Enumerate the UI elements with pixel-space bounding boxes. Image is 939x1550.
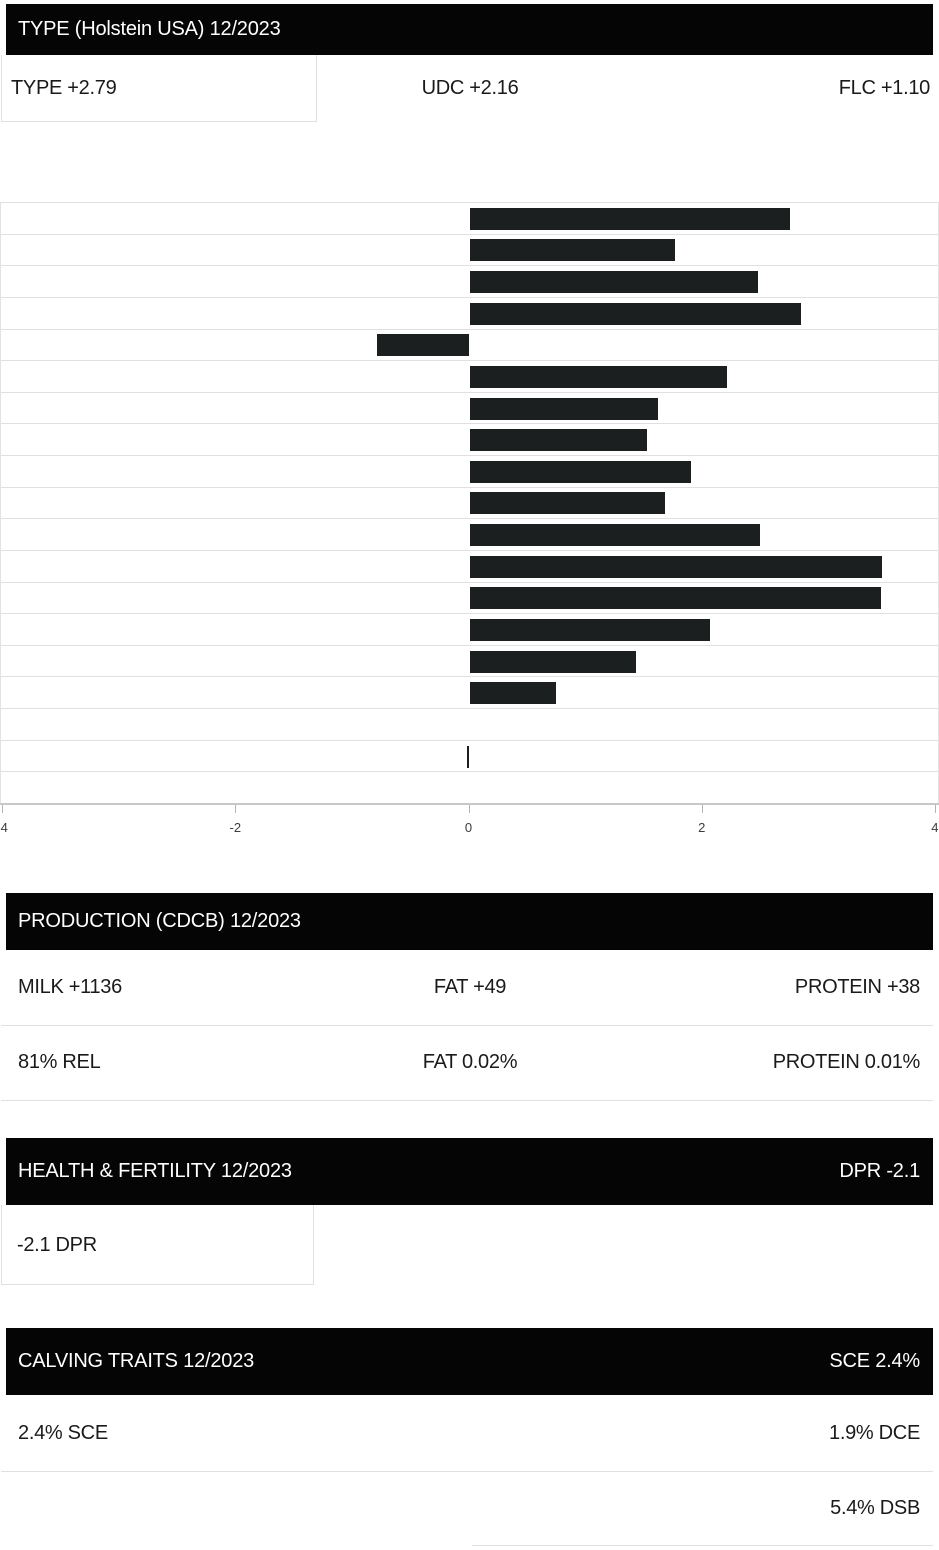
- production-bottom-border: [1, 1100, 933, 1101]
- trait-bar: [469, 302, 801, 325]
- protein-pct-value: PROTEIN 0.01%: [772, 1051, 921, 1073]
- udc-value: UDC +2.16: [421, 77, 519, 99]
- chart-row: [1, 739, 938, 772]
- trait-bar: [467, 745, 470, 768]
- chart-row: [1, 486, 938, 519]
- chart-row: [1, 233, 938, 266]
- type-trait-bar-chart: [0, 202, 939, 803]
- dpr-cell-border: [1, 1205, 314, 1285]
- trait-bar: [469, 682, 556, 705]
- calving-section-header-bar: CALVING TRAITS 12/2023 SCE 2.4%: [6, 1328, 933, 1395]
- trait-bar: [469, 207, 791, 230]
- milk-value: MILK +1136: [18, 976, 122, 998]
- x-axis-tick-mark: [701, 805, 703, 813]
- chart-row: [1, 202, 938, 234]
- chart-row: [1, 581, 938, 614]
- sce-header-value: SCE 2.4%: [829, 1350, 920, 1372]
- trait-bar: [469, 619, 710, 642]
- production-row-separator: [1, 1025, 933, 1026]
- trait-bar: [469, 587, 882, 610]
- type-value-cell-border: [1, 55, 317, 122]
- protein-value: PROTEIN +38: [794, 976, 920, 998]
- x-axis-tick-mark: [235, 805, 237, 813]
- trait-bar: [469, 492, 666, 515]
- chart-row: [1, 455, 938, 487]
- x-axis-tick-label: 4: [931, 820, 939, 835]
- chart-row: [1, 644, 938, 677]
- chart-row: [1, 391, 938, 424]
- dpr-value: -2.1 DPR: [17, 1233, 97, 1256]
- dpr-header-value: DPR -2.1: [839, 1160, 920, 1182]
- dsb-cell-bottom-border: [472, 1545, 933, 1546]
- chart-row: [1, 518, 938, 550]
- trait-bar: [469, 524, 760, 547]
- chart-row: [1, 360, 938, 392]
- trait-bar: [469, 397, 659, 420]
- trait-bar: [469, 555, 883, 578]
- chart-row: [1, 771, 938, 803]
- chart-row: [1, 296, 938, 329]
- fat-pct-value: FAT 0.02%: [422, 1051, 518, 1073]
- x-axis-tick-mark: [934, 805, 936, 813]
- type-section-title: TYPE (Holstein USA) 12/2023: [18, 18, 281, 40]
- x-axis-tick-mark: [2, 805, 4, 813]
- type-section-header-bar: TYPE (Holstein USA) 12/2023: [6, 4, 933, 55]
- production-section-header-bar: PRODUCTION (CDCB) 12/2023: [6, 893, 933, 950]
- type-value: TYPE +2.79: [11, 77, 117, 99]
- chart-row: [1, 549, 938, 582]
- calving-section-title: CALVING TRAITS 12/2023: [18, 1350, 255, 1372]
- x-axis-tick-label: 0: [464, 820, 473, 835]
- chart-row: [1, 613, 938, 645]
- rel-value: 81% REL: [18, 1051, 101, 1073]
- flc-value: FLC +1.10: [838, 77, 931, 99]
- chart-row: [1, 423, 938, 455]
- trait-bar: [377, 334, 470, 357]
- fat-value: FAT +49: [433, 976, 507, 998]
- chart-row: [1, 708, 938, 740]
- trait-bar: [469, 365, 728, 388]
- production-section-title: PRODUCTION (CDCB) 12/2023: [18, 910, 301, 932]
- chart-row: [1, 265, 938, 297]
- calving-row-separator: [1, 1471, 933, 1472]
- x-axis-tick-label: -2: [229, 820, 242, 835]
- x-axis-tick-label: -4: [0, 820, 8, 835]
- chart-row: [1, 676, 938, 708]
- trait-bar: [469, 460, 692, 483]
- dsb-value: 5.4% DSB: [830, 1496, 920, 1519]
- trait-bar: [469, 650, 637, 673]
- chart-row: [1, 328, 938, 361]
- trait-bar: [469, 239, 675, 262]
- x-axis-tick-mark: [468, 805, 470, 813]
- chart-x-axis-line: [0, 803, 939, 805]
- dce-value: 1.9% DCE: [829, 1421, 920, 1444]
- trait-bar: [469, 271, 758, 294]
- x-axis-tick-label: 2: [698, 820, 706, 835]
- health-section-header-bar: HEALTH & FERTILITY 12/2023 DPR -2.1: [6, 1138, 933, 1205]
- health-section-title: HEALTH & FERTILITY 12/2023: [18, 1160, 292, 1182]
- sce-value: 2.4% SCE: [18, 1421, 108, 1444]
- trait-bar: [469, 429, 647, 452]
